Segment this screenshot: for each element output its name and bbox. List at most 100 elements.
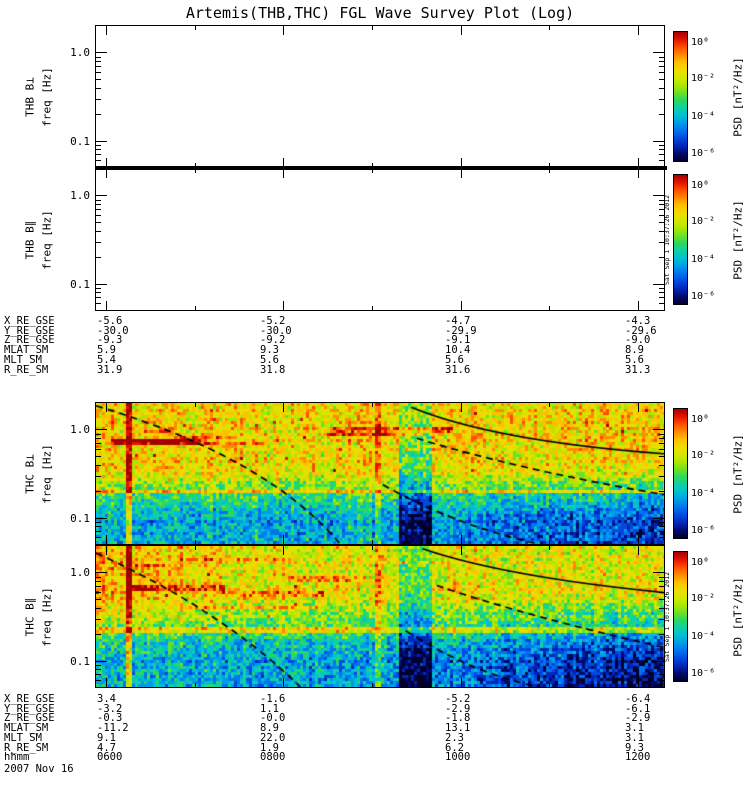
colorbar-tick-label: 10⁻⁶ <box>691 291 716 303</box>
x-major-tick <box>461 301 462 310</box>
colorbar-tick-label: 10⁰ <box>691 413 710 425</box>
x-major-tick <box>106 169 107 178</box>
x-major-tick <box>283 26 284 35</box>
y-minor-tick <box>96 79 101 80</box>
y-minor-tick <box>659 476 664 477</box>
x-major-tick <box>461 169 462 178</box>
y-minor-tick <box>96 634 101 635</box>
x-major-tick <box>461 26 462 35</box>
ephemeris-bottom-value: 1000 <box>445 751 471 764</box>
spectrogram-thc_par <box>96 546 664 687</box>
colorbar-tick-label: 10⁻⁶ <box>691 668 716 680</box>
y-minor-tick <box>659 581 664 582</box>
ephemeris-bottom-value: -6.4 <box>625 693 651 705</box>
colorbar-axis-label: PSD [nT²/Hz] <box>731 56 745 137</box>
y-minor-tick <box>659 288 664 289</box>
y-minor-tick <box>96 531 101 532</box>
y-minor-tick <box>659 456 664 457</box>
x-major-tick <box>461 678 462 687</box>
y-major-tick <box>653 52 664 53</box>
ephemeris-bottom-value: -3.2 <box>97 702 123 715</box>
date-label: 2007 Nov 16 <box>4 763 74 775</box>
ephemeris-bottom-value: -2.9 <box>625 712 651 725</box>
x-major-tick <box>638 158 639 167</box>
y-minor-tick <box>659 292 664 293</box>
ephemeris-bottom-value: -11.2 <box>97 722 129 735</box>
y-minor-tick <box>659 242 664 243</box>
ytick-label: 1.0 <box>70 188 90 202</box>
ephemeris-bottom-value: 4.7 <box>97 741 116 754</box>
y-minor-tick <box>96 204 101 205</box>
ephemeris-bottom-value: 9.3 <box>625 741 644 754</box>
plot-title: Artemis(THB,THC) FGL Wave Survey Plot (L… <box>185 4 575 22</box>
y-minor-tick <box>659 491 664 492</box>
y-minor-tick <box>659 526 664 527</box>
y-minor-tick <box>96 66 101 67</box>
y-minor-tick <box>659 634 664 635</box>
y-minor-tick <box>659 303 664 304</box>
y-minor-tick <box>659 465 664 466</box>
ephemeris-top-row-label: MLT_SM <box>4 353 42 366</box>
x-major-tick <box>106 535 107 544</box>
y-minor-tick <box>659 669 664 670</box>
ephemeris-bottom-value: -2.9 <box>445 702 471 715</box>
y-minor-tick <box>96 674 101 675</box>
y-major-tick <box>653 661 664 662</box>
ephemeris-top-value: -29.6 <box>625 324 657 337</box>
y-minor-tick <box>96 222 101 223</box>
x-major-tick <box>638 403 639 412</box>
colorbar-tick-label: 10⁻² <box>691 593 716 605</box>
ephemeris-top-value: 5.6 <box>445 353 464 366</box>
ephemeris-top-value: -4.7 <box>445 315 471 327</box>
y-minor-tick <box>659 297 664 298</box>
ephemeris-bottom-row-label: R_RE_SM <box>4 741 49 754</box>
ephemeris-bottom-value: 6.2 <box>445 741 464 754</box>
y-minor-tick <box>96 288 101 289</box>
x-minor-tick <box>549 26 550 30</box>
y-minor-tick <box>96 592 101 593</box>
y-minor-tick <box>96 242 101 243</box>
x-major-tick <box>106 546 107 555</box>
spectrogram-thc_perp <box>96 403 664 544</box>
ephemeris-top-value: -9.2 <box>260 334 286 347</box>
y-minor-tick <box>96 303 101 304</box>
x-minor-tick <box>372 540 373 544</box>
ytick-label: 0.1 <box>70 135 90 149</box>
x-minor-tick <box>195 26 196 30</box>
colorbar <box>673 174 688 305</box>
x-minor-tick <box>372 546 373 550</box>
panel-thb_perp <box>95 25 665 168</box>
y-minor-tick <box>659 72 664 73</box>
x-minor-tick <box>195 403 196 407</box>
colorbar-tick-label: 10⁻² <box>691 216 716 228</box>
ephemeris-top-value: 31.6 <box>445 363 471 376</box>
panel-ylabel-freq: freq [Hz] <box>40 66 54 127</box>
colorbar-tick-label: 10⁻⁶ <box>691 525 716 537</box>
y-minor-tick <box>659 438 664 439</box>
ephemeris-bottom-value: 3.4 <box>97 693 116 705</box>
ephemeris-bottom-value: 0800 <box>260 751 286 764</box>
y-major-tick <box>653 284 664 285</box>
ephemeris-top-value: 31.8 <box>260 363 286 376</box>
y-minor-tick <box>659 154 664 155</box>
x-minor-tick <box>195 540 196 544</box>
ephemeris-top-value: -9.0 <box>625 334 651 347</box>
ytick-label: 1.0 <box>70 565 90 579</box>
x-major-tick <box>461 158 462 167</box>
ephemeris-top-value: 8.9 <box>625 344 644 357</box>
x-minor-tick <box>549 683 550 687</box>
ephemeris-top-value: 5.6 <box>625 353 644 366</box>
ephemeris-top-value: -30.0 <box>97 324 129 337</box>
ephemeris-bottom-value: -1.8 <box>445 712 471 725</box>
ephemeris-top-row-label: X_RE_GSE <box>4 315 55 327</box>
ytick-label: 0.1 <box>70 278 90 292</box>
y-minor-tick <box>96 619 101 620</box>
x-major-tick <box>638 26 639 35</box>
colorbar-axis-label: PSD [nT²/Hz] <box>731 199 745 280</box>
creation-timestamp: Sat Sep 1 10:37:26 2012 <box>663 571 671 662</box>
y-minor-tick <box>96 99 101 100</box>
y-major-tick <box>96 195 107 196</box>
y-minor-tick <box>96 434 101 435</box>
ephemeris-top-value: 31.3 <box>625 363 651 376</box>
x-major-tick <box>283 678 284 687</box>
